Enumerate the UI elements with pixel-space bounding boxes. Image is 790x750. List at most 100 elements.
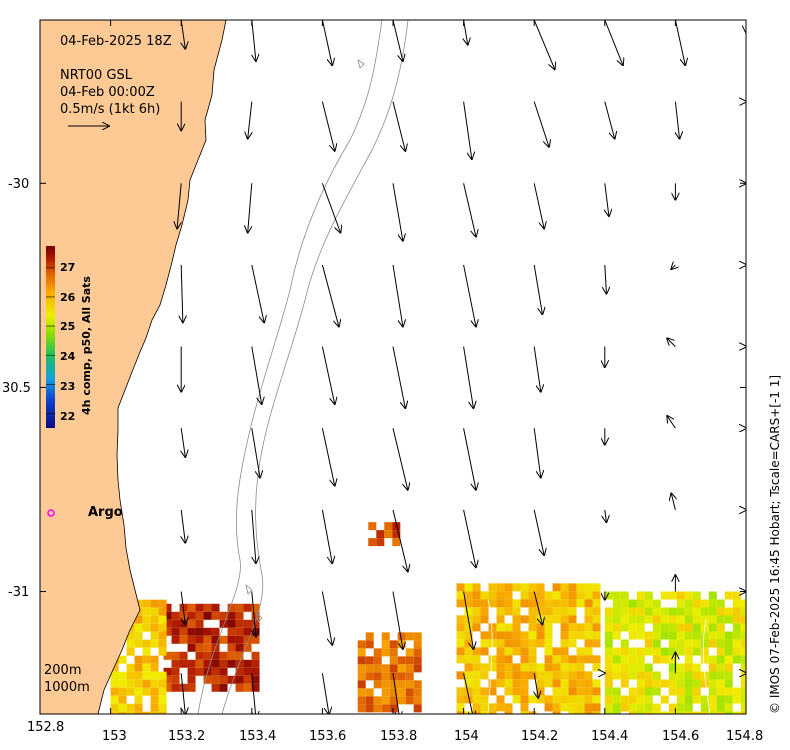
sst-pixel <box>195 643 204 652</box>
sst-pixel <box>676 615 685 624</box>
sst-pixel <box>740 607 746 616</box>
sst-pixel <box>684 591 693 600</box>
sst-pixel <box>203 675 212 684</box>
sst-pixel <box>389 680 398 689</box>
current-vector <box>321 509 332 563</box>
sst-pixel <box>732 711 741 714</box>
sst-pixel <box>584 639 593 648</box>
sst-pixel <box>134 631 143 640</box>
sst-pixel <box>211 651 220 660</box>
sst-pixel <box>724 711 733 714</box>
sst-pixel <box>644 615 653 624</box>
sst-pixel <box>480 687 489 696</box>
sst-pixel <box>620 639 629 648</box>
sst-pixel <box>171 667 180 676</box>
sst-pixel <box>464 623 473 632</box>
sst-pixel <box>584 607 593 616</box>
sst-pixel <box>150 695 159 704</box>
sst-pixel <box>684 711 693 714</box>
current-vector <box>321 346 334 404</box>
current-vector <box>533 183 544 228</box>
sst-pixel <box>134 695 143 704</box>
sst-pixel <box>708 599 717 608</box>
sst-pixel <box>456 599 465 608</box>
sst-pixel <box>134 639 143 648</box>
sst-pixel <box>684 631 693 640</box>
sst-pixel <box>413 696 422 705</box>
sst-pixel <box>740 671 746 680</box>
sst-pixel <box>644 671 653 680</box>
sst-pixel <box>142 623 151 632</box>
sst-pixel <box>389 648 398 657</box>
sst-pixel <box>464 647 473 656</box>
sst-pixel <box>179 635 188 644</box>
sst-pixel <box>584 671 593 680</box>
sst-pixel <box>684 623 693 632</box>
sst-pixel <box>187 643 196 652</box>
sst-pixel <box>668 623 677 632</box>
sst-pixel <box>357 672 366 681</box>
sst-pixel <box>171 627 180 636</box>
sst-pixel <box>381 680 390 689</box>
sst-pixel <box>716 647 725 656</box>
current-vector <box>177 183 181 228</box>
sst-pixel <box>584 583 593 592</box>
sst-pixel <box>110 687 119 696</box>
sst-pixel <box>373 696 382 705</box>
current-vector <box>463 264 476 327</box>
sst-pixel <box>158 615 167 624</box>
contour-200m-label: 200m <box>44 663 82 678</box>
sst-pixel <box>480 639 489 648</box>
sst-pixel <box>536 639 545 648</box>
sst-pixel <box>528 711 537 714</box>
sst-pixel <box>684 695 693 704</box>
current-vector <box>674 20 685 65</box>
sst-pixel <box>110 663 119 672</box>
sst-pixel <box>227 627 236 636</box>
sst-pixel <box>612 687 621 696</box>
sst-pixel <box>592 663 601 672</box>
lon-tick: 154.4 <box>591 729 629 744</box>
current-vector <box>533 428 541 477</box>
sst-pixel <box>179 683 188 692</box>
sst-pixel <box>488 663 497 672</box>
sst-pixel <box>592 607 601 616</box>
sst-pixel <box>700 703 709 712</box>
sst-pixel <box>612 599 621 608</box>
sst-pixel <box>584 655 593 664</box>
sst-pixel <box>472 615 481 624</box>
sst-pixel <box>668 631 677 640</box>
sst-pixel <box>211 611 220 620</box>
sst-pixel <box>472 623 481 632</box>
sst-pixel <box>612 695 621 704</box>
sst-pixel <box>668 607 677 616</box>
current-vector <box>464 20 468 45</box>
sst-pixel <box>150 711 159 714</box>
sst-pixel <box>636 703 645 712</box>
sst-pixel <box>219 635 228 644</box>
sst-pixel <box>568 591 577 600</box>
sst-pixel <box>488 583 497 592</box>
sst-pixel <box>118 711 127 714</box>
sst-pixel <box>592 623 601 632</box>
sst-pixel <box>118 703 127 712</box>
sst-pixel <box>243 659 252 668</box>
sst-pixel <box>203 643 212 652</box>
sst-pixel <box>381 696 390 705</box>
sst-pixel <box>373 704 382 713</box>
sst-pixel <box>568 639 577 648</box>
sst-pixel <box>496 599 505 608</box>
sst-pixel <box>724 655 733 664</box>
sst-pixel <box>397 656 406 665</box>
sst-pixel <box>592 695 601 704</box>
sst-pixel <box>620 655 629 664</box>
sst-pixel <box>560 615 569 624</box>
sst-pixel <box>504 655 513 664</box>
sst-pixel <box>636 679 645 688</box>
sst-pixel <box>604 671 613 680</box>
sst-pixel <box>405 648 414 657</box>
sst-pixel <box>480 631 489 640</box>
sst-pixel <box>496 679 505 688</box>
sst-pixel <box>496 615 505 624</box>
sst-pixel <box>195 619 204 628</box>
